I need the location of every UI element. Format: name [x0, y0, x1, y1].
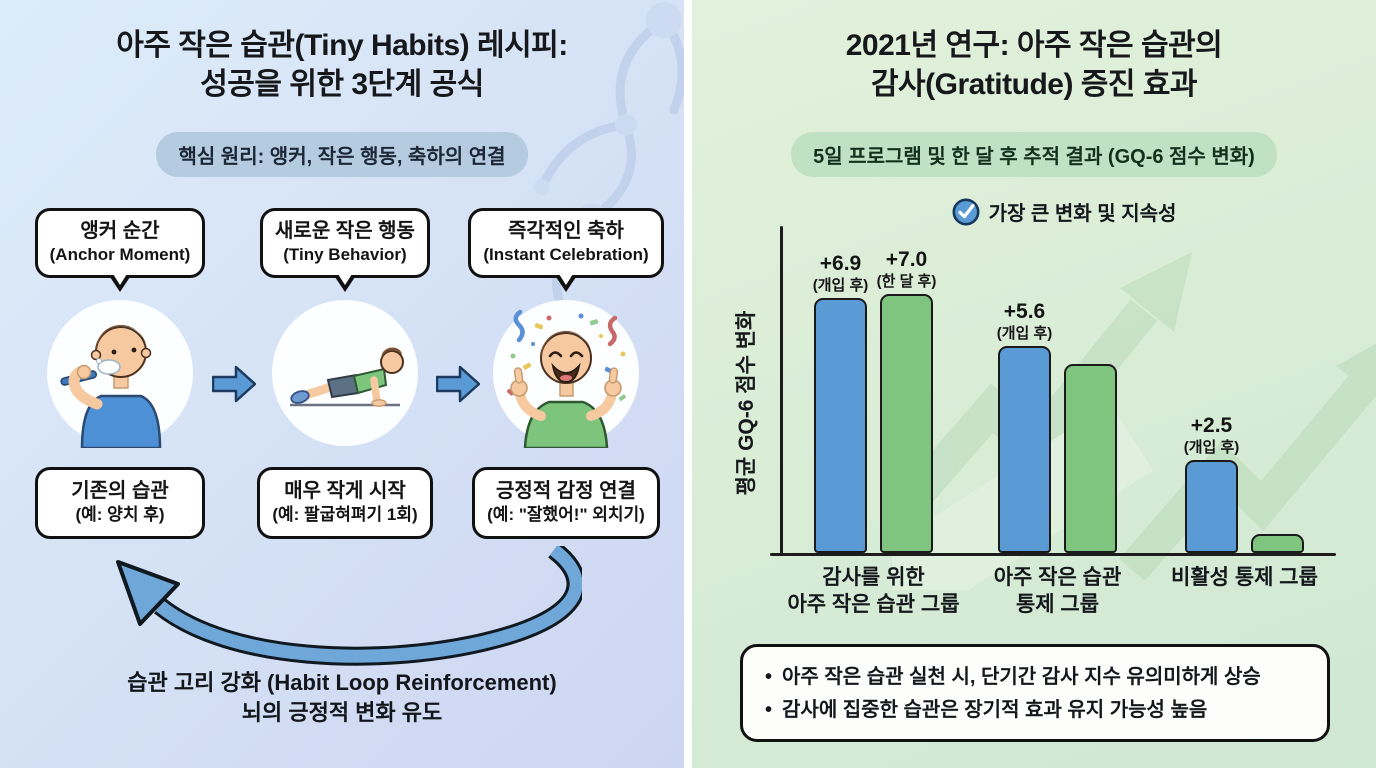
anchor-example-label: 기존의 습관 (예: 양치 후): [35, 467, 205, 539]
bubble-text: 앵커 순간: [80, 220, 160, 242]
step-tiny-behavior: 새로운 작은 행동 (Tiny Behavior) 매우 작게 시작 (예: 팔…: [239, 208, 451, 539]
chart-bar: +2.5 (개입 후): [1184, 414, 1239, 553]
habit-loop-caption-line2: 뇌의 긍정적 변화 유도: [241, 700, 443, 725]
habit-loop-caption-line1: 습관 고리 강화 (Habit Loop Reinforcement): [127, 670, 557, 695]
chart-bar: [1064, 364, 1117, 553]
celebration-example-label: 긍정적 감정 연결 (예: "잘했어!" 외치기): [472, 467, 660, 539]
chart-bar: +6.9 (개입 후): [813, 252, 868, 553]
bubble-subtext: (Anchor Moment): [49, 245, 191, 264]
label-text: 매우 작게 시작: [284, 480, 406, 502]
bar-value-label: +7.0 (한 달 후): [876, 248, 937, 290]
left-title-line2: 성공을 위한 3단계 공식: [200, 68, 484, 101]
instant-celebration-bubble: 즉각적인 축하 (Instant Celebration): [468, 208, 664, 278]
right-title: 2021년 연구: 아주 작은 습관의 감사(Gratitude) 증진 효과: [692, 26, 1376, 104]
y-axis-line: [780, 226, 783, 556]
chart-bar: +7.0 (한 달 후): [877, 248, 936, 553]
left-title: 아주 작은 습관(Tiny Habits) 레시피: 성공을 위한 3단계 공식: [0, 26, 684, 104]
x-axis-line: [770, 553, 1336, 556]
highlight-row: 가장 큰 변화 및 지속성: [692, 197, 1376, 226]
label-text: 기존의 습관: [71, 480, 169, 502]
bubble-subtext: (Tiny Behavior): [283, 245, 407, 264]
summary-bullet-2: 감사에 집중한 습관은 장기적 효과 유지 가능성 높음: [765, 697, 1305, 723]
right-arrow-icon: [212, 365, 256, 403]
bubble-text: 새로운 작은 행동: [275, 220, 415, 242]
bar-value-label: +5.6 (개입 후): [996, 300, 1053, 342]
chart-bar: +5.6 (개입 후): [997, 300, 1052, 553]
right-title-line2: 감사(Gratitude) 증진 효과: [870, 68, 1198, 101]
highlight-label: 가장 큰 변화 및 지속성: [988, 203, 1177, 225]
label-text: 긍정적 감정 연결: [496, 480, 636, 502]
label-subtext: (예: 양치 후): [75, 505, 165, 524]
chart-bar: [1251, 534, 1304, 553]
man-celebrating-confetti-illustration: [493, 300, 639, 450]
habit-loop-caption: 습관 고리 강화 (Habit Loop Reinforcement) 뇌의 긍…: [0, 668, 684, 728]
summary-bullet-1: 아주 작은 습관 실천 시, 단기간 감사 지수 유의미하게 상승: [765, 664, 1305, 690]
left-title-line1: 아주 작은 습관(Tiny Habits) 레시피:: [116, 29, 568, 62]
label-subtext: (예: "잘했어!" 외치기): [487, 505, 645, 524]
right-title-line1: 2021년 연구: 아주 작은 습관의: [845, 29, 1223, 62]
label-subtext: (예: 팔굽혀펴기 1회): [272, 505, 418, 524]
step-anchor-moment: 앵커 순간 (Anchor Moment): [14, 208, 226, 539]
anchor-moment-bubble: 앵커 순간 (Anchor Moment): [34, 208, 206, 278]
bubble-text: 즉각적인 축하: [508, 220, 624, 242]
chart-groups: +6.9 (개입 후) +7.0 (한 달 후) +5.6 (개입 후) +2.5 (개입 후…: [692, 0, 1376, 553]
tiny-habits-recipe-panel: 아주 작은 습관(Tiny Habits) 레시피: 성공을 위한 3단계 공식…: [0, 0, 684, 768]
chart-category-label: 비활성 통제 그룹: [1171, 566, 1318, 589]
study-result-badge: 5일 프로그램 및 한 달 후 추적 결과 (GQ-6 점수 변화): [791, 132, 1277, 177]
man-brushing-teeth-illustration: [47, 300, 193, 450]
tiny-behavior-bubble: 새로운 작은 행동 (Tiny Behavior): [260, 208, 430, 278]
bar-value-label: +2.5 (개입 후): [1183, 414, 1240, 456]
gratitude-study-panel: 2021년 연구: 아주 작은 습관의 감사(Gratitude) 증진 효과 …: [692, 0, 1376, 768]
right-arrow-icon: [436, 365, 480, 403]
bubble-subtext: (Instant Celebration): [483, 245, 649, 264]
man-doing-pushup-illustration: [272, 300, 418, 446]
summary-box: 아주 작은 습관 실천 시, 단기간 감사 지수 유의미하게 상승 감사에 집중…: [740, 644, 1330, 742]
habit-loop-arrow: [116, 546, 582, 666]
check-icon: [952, 198, 980, 225]
bar-value-label: +6.9 (개입 후): [812, 252, 869, 294]
left-principle-badge: 핵심 원리: 앵커, 작은 행동, 축하의 연결: [156, 132, 528, 177]
step-instant-celebration: 즉각적인 축하 (Instant Celebration): [460, 208, 672, 539]
tiny-behavior-example-label: 매우 작게 시작 (예: 팔굽혀펴기 1회): [257, 467, 433, 539]
